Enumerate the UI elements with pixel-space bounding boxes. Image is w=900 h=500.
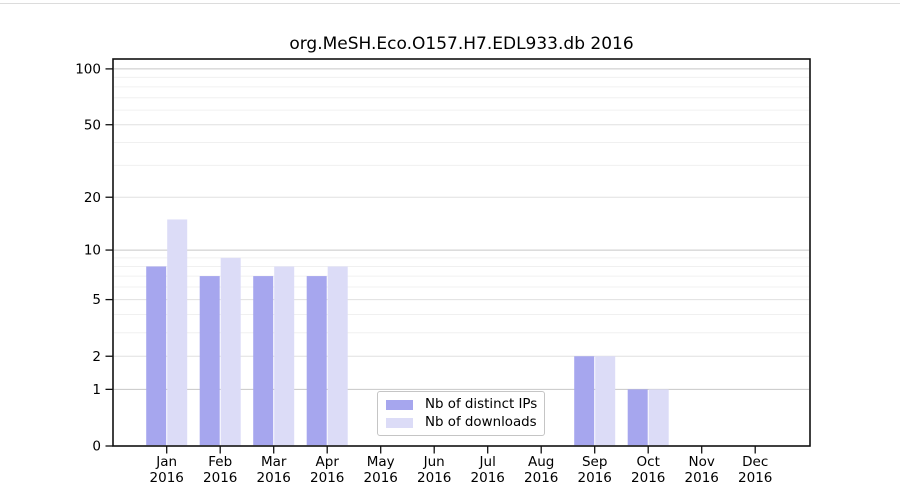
x-tick-label-year: 2016 xyxy=(578,470,612,486)
x-tick-label-year: 2016 xyxy=(471,470,505,486)
x-tick-label-month: May xyxy=(367,454,395,470)
bar-downloads xyxy=(220,257,241,446)
y-tick-label: 0 xyxy=(92,439,101,455)
x-tick-label-month: Feb xyxy=(208,454,232,470)
bar-downloads xyxy=(648,389,669,446)
legend-item-distinct-ips: Nb of distinct IPs xyxy=(386,397,538,412)
bar-distinct-ips xyxy=(574,356,595,446)
x-tick-label-year: 2016 xyxy=(738,470,772,486)
legend-item-downloads: Nb of downloads xyxy=(386,415,537,430)
bar-downloads xyxy=(595,356,616,446)
x-tick-label-year: 2016 xyxy=(631,470,665,486)
bar-distinct-ips xyxy=(146,266,167,446)
y-tick-label: 5 xyxy=(92,292,101,308)
x-tick-label-month: Jun xyxy=(423,454,445,470)
legend-swatch-downloads xyxy=(386,417,413,428)
bar-distinct-ips xyxy=(253,276,274,446)
y-tick-label: 20 xyxy=(84,190,101,206)
x-tick-label-month: Jul xyxy=(479,454,496,470)
legend-swatch-distinct-ips xyxy=(386,399,413,410)
x-tick-label-month: Nov xyxy=(689,454,715,470)
x-tick-label-year: 2016 xyxy=(417,470,451,486)
x-tick-label-year: 2016 xyxy=(310,470,344,486)
x-tick-label-month: Apr xyxy=(316,454,340,470)
x-tick-label-month: Sep xyxy=(582,454,607,470)
x-tick-label-month: Aug xyxy=(528,454,554,470)
y-tick-label: 50 xyxy=(84,117,101,133)
y-tick-label: 100 xyxy=(75,61,101,77)
y-tick-label: 2 xyxy=(92,349,101,365)
bar-downloads xyxy=(327,266,348,446)
x-tick-label-month: Dec xyxy=(742,454,768,470)
legend-label-distinct-ips: Nb of distinct IPs xyxy=(425,397,538,412)
x-tick-label-month: Mar xyxy=(261,454,287,470)
bar-distinct-ips xyxy=(306,276,327,446)
bar-distinct-ips xyxy=(627,389,648,446)
x-tick-label-year: 2016 xyxy=(257,470,291,486)
plot-frame xyxy=(112,58,811,447)
y-tick-label: 1 xyxy=(92,382,101,398)
x-tick-label-year: 2016 xyxy=(364,470,398,486)
window-top-border xyxy=(0,3,900,4)
x-tick-label-year: 2016 xyxy=(685,470,719,486)
chart-title: org.MeSH.Eco.O157.H7.EDL933.db 2016 xyxy=(289,34,634,54)
x-tick-label-year: 2016 xyxy=(524,470,558,486)
legend: Nb of distinct IPs Nb of downloads xyxy=(377,391,545,436)
x-tick-label-year: 2016 xyxy=(150,470,184,486)
bar-distinct-ips xyxy=(199,276,220,446)
bar-downloads xyxy=(167,219,188,446)
x-tick-label-month: Oct xyxy=(637,454,660,470)
x-tick-label-month: Jan xyxy=(155,454,177,470)
bar-downloads xyxy=(274,266,295,446)
x-tick-label-year: 2016 xyxy=(203,470,237,486)
y-tick-label: 10 xyxy=(84,243,101,259)
legend-label-downloads: Nb of downloads xyxy=(425,415,537,430)
